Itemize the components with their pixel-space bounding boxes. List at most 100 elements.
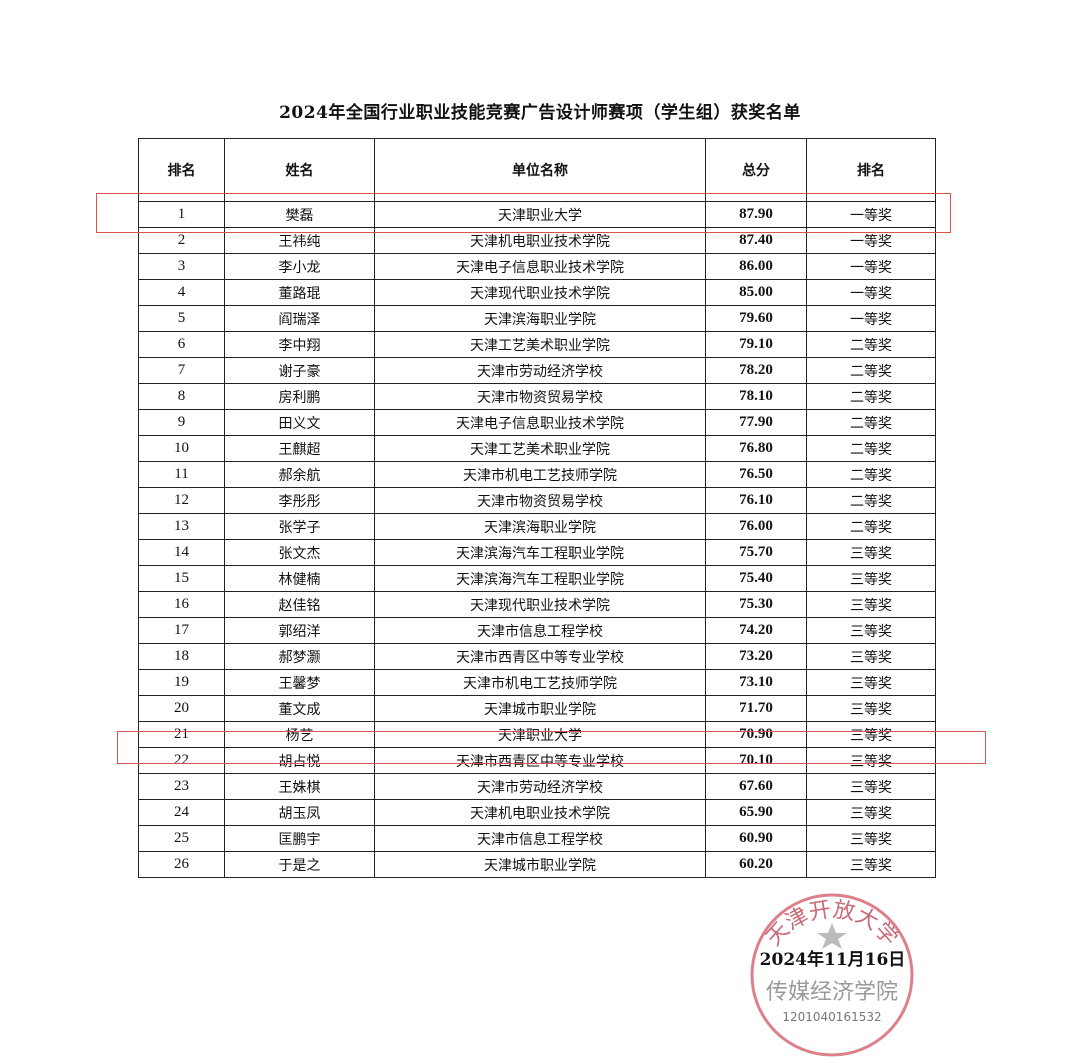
- score-cell: 75.40: [705, 565, 807, 592]
- score-cell: 76.80: [705, 435, 807, 462]
- award-cell: 三等奖: [806, 695, 936, 722]
- name-cell: 董路琨: [224, 279, 375, 306]
- score-cell: 73.20: [705, 643, 807, 670]
- score-cell: 86.00: [705, 253, 807, 280]
- unit-cell: 天津市机电工艺技师学院: [374, 461, 706, 488]
- star-icon: [817, 923, 847, 949]
- score-cell: 78.10: [705, 383, 807, 410]
- score-cell: 74.20: [705, 617, 807, 644]
- score-cell: 87.40: [705, 227, 807, 254]
- highlight-box-row-1: [96, 193, 951, 233]
- table-row: 24 胡玉凤 天津机电职业技术学院 65.90 三等奖: [138, 799, 936, 826]
- rank-cell: 9: [138, 409, 225, 436]
- award-cell: 三等奖: [806, 825, 936, 852]
- unit-cell: 天津市劳动经济学校: [374, 773, 706, 800]
- table-row: 8 房利鹏 天津市物资贸易学校 78.10 二等奖: [138, 383, 936, 410]
- name-cell: 李中翔: [224, 331, 375, 358]
- unit-cell: 天津滨海汽车工程职业学院: [374, 539, 706, 566]
- unit-cell: 天津工艺美术职业学院: [374, 331, 706, 358]
- award-cell: 二等奖: [806, 461, 936, 488]
- score-cell: 60.20: [705, 851, 807, 878]
- score-cell: 77.90: [705, 409, 807, 436]
- rank-cell: 25: [138, 825, 225, 852]
- seal-code-text: 1201040161532: [782, 1010, 881, 1024]
- name-cell: 胡占悦: [224, 747, 375, 774]
- issue-date: 2024年11月16日: [759, 950, 906, 970]
- score-cell: 75.30: [705, 591, 807, 618]
- rank-cell: 24: [138, 799, 225, 826]
- name-cell: 王姝棋: [224, 773, 375, 800]
- score-cell: 76.50: [705, 461, 807, 488]
- unit-cell: 天津电子信息职业技术学院: [374, 253, 706, 280]
- unit-cell: 天津市信息工程学校: [374, 617, 706, 644]
- rank-cell: 18: [138, 643, 225, 670]
- unit-cell: 天津市西青区中等专业学校: [374, 643, 706, 670]
- unit-cell: 天津市物资贸易学校: [374, 383, 706, 410]
- score-cell: 79.60: [705, 305, 807, 332]
- award-cell: 一等奖: [806, 253, 936, 280]
- rank-cell: 10: [138, 435, 225, 462]
- name-cell: 张学子: [224, 513, 375, 540]
- rank-cell: 4: [138, 279, 225, 306]
- table-row: 25 匡鹏宇 天津市信息工程学校 60.90 三等奖: [138, 825, 936, 852]
- award-cell: 二等奖: [806, 513, 936, 540]
- award-cell: 三等奖: [806, 617, 936, 644]
- award-cell: 一等奖: [806, 279, 936, 306]
- table-row: 3 李小龙 天津电子信息职业技术学院 86.00 一等奖: [138, 253, 936, 280]
- score-cell: 85.00: [705, 279, 807, 306]
- name-cell: 樊磊: [224, 201, 375, 228]
- award-cell: 三等奖: [806, 799, 936, 826]
- header-award: 排名: [806, 138, 936, 202]
- header-rank: 排名: [138, 138, 225, 202]
- unit-cell: 天津现代职业技术学院: [374, 279, 706, 306]
- seal-inner-text: 传媒经济学院: [766, 980, 898, 1005]
- name-cell: 李彤彤: [224, 487, 375, 514]
- score-cell: 76.10: [705, 487, 807, 514]
- score-cell: 79.10: [705, 331, 807, 358]
- table-row: 15 林健楠 天津滨海汽车工程职业学院 75.40 三等奖: [138, 565, 936, 592]
- award-cell: 一等奖: [806, 305, 936, 332]
- table-row: 4 董路琨 天津现代职业技术学院 85.00 一等奖: [138, 279, 936, 306]
- score-cell: 71.70: [705, 695, 807, 722]
- unit-cell: 天津市信息工程学校: [374, 825, 706, 852]
- name-cell: 胡玉凤: [224, 799, 375, 826]
- unit-cell: 天津市劳动经济学校: [374, 357, 706, 384]
- rank-cell: 12: [138, 487, 225, 514]
- score-cell: 70.10: [705, 747, 807, 774]
- table-row: 22 胡占悦 天津市西青区中等专业学校 70.10 三等奖: [138, 747, 936, 774]
- header-score: 总分: [705, 138, 807, 202]
- unit-cell: 天津现代职业技术学院: [374, 591, 706, 618]
- name-cell: 王馨梦: [224, 669, 375, 696]
- table-row: 16 赵佳铭 天津现代职业技术学院 75.30 三等奖: [138, 591, 936, 618]
- score-cell: 73.10: [705, 669, 807, 696]
- award-cell: 二等奖: [806, 357, 936, 384]
- award-cell: 三等奖: [806, 539, 936, 566]
- rank-cell: 23: [138, 773, 225, 800]
- name-cell: 匡鹏宇: [224, 825, 375, 852]
- table-row: 7 谢子豪 天津市劳动经济学校 78.20 二等奖: [138, 357, 936, 384]
- rank-cell: 16: [138, 591, 225, 618]
- unit-cell: 天津职业大学: [374, 201, 706, 228]
- name-cell: 赵佳铭: [224, 591, 375, 618]
- table-row: 13 张学子 天津滨海职业学院 76.00 二等奖: [138, 513, 936, 540]
- table-row: 12 李彤彤 天津市物资贸易学校 76.10 二等奖: [138, 487, 936, 514]
- unit-cell: 天津滨海职业学院: [374, 513, 706, 540]
- score-cell: 67.60: [705, 773, 807, 800]
- highlight-box-row-21: [117, 731, 986, 764]
- table-row: 19 王馨梦 天津市机电工艺技师学院 73.10 三等奖: [138, 669, 936, 696]
- rank-cell: 14: [138, 539, 225, 566]
- name-cell: 王麒超: [224, 435, 375, 462]
- name-cell: 张文杰: [224, 539, 375, 566]
- unit-cell: 天津市物资贸易学校: [374, 487, 706, 514]
- rank-cell: 8: [138, 383, 225, 410]
- table-row: 9 田义文 天津电子信息职业技术学院 77.90 二等奖: [138, 409, 936, 436]
- unit-cell: 天津滨海汽车工程职业学院: [374, 565, 706, 592]
- unit-cell: 天津工艺美术职业学院: [374, 435, 706, 462]
- name-cell: 董文成: [224, 695, 375, 722]
- award-cell: 二等奖: [806, 435, 936, 462]
- document-title: 2024年全国行业职业技能竞赛广告设计师赛项（学生组）获奖名单: [279, 103, 801, 123]
- rank-cell: 17: [138, 617, 225, 644]
- unit-cell: 天津机电职业技术学院: [374, 799, 706, 826]
- rank-cell: 15: [138, 565, 225, 592]
- table-row: 5 阎瑞泽 天津滨海职业学院 79.60 一等奖: [138, 305, 936, 332]
